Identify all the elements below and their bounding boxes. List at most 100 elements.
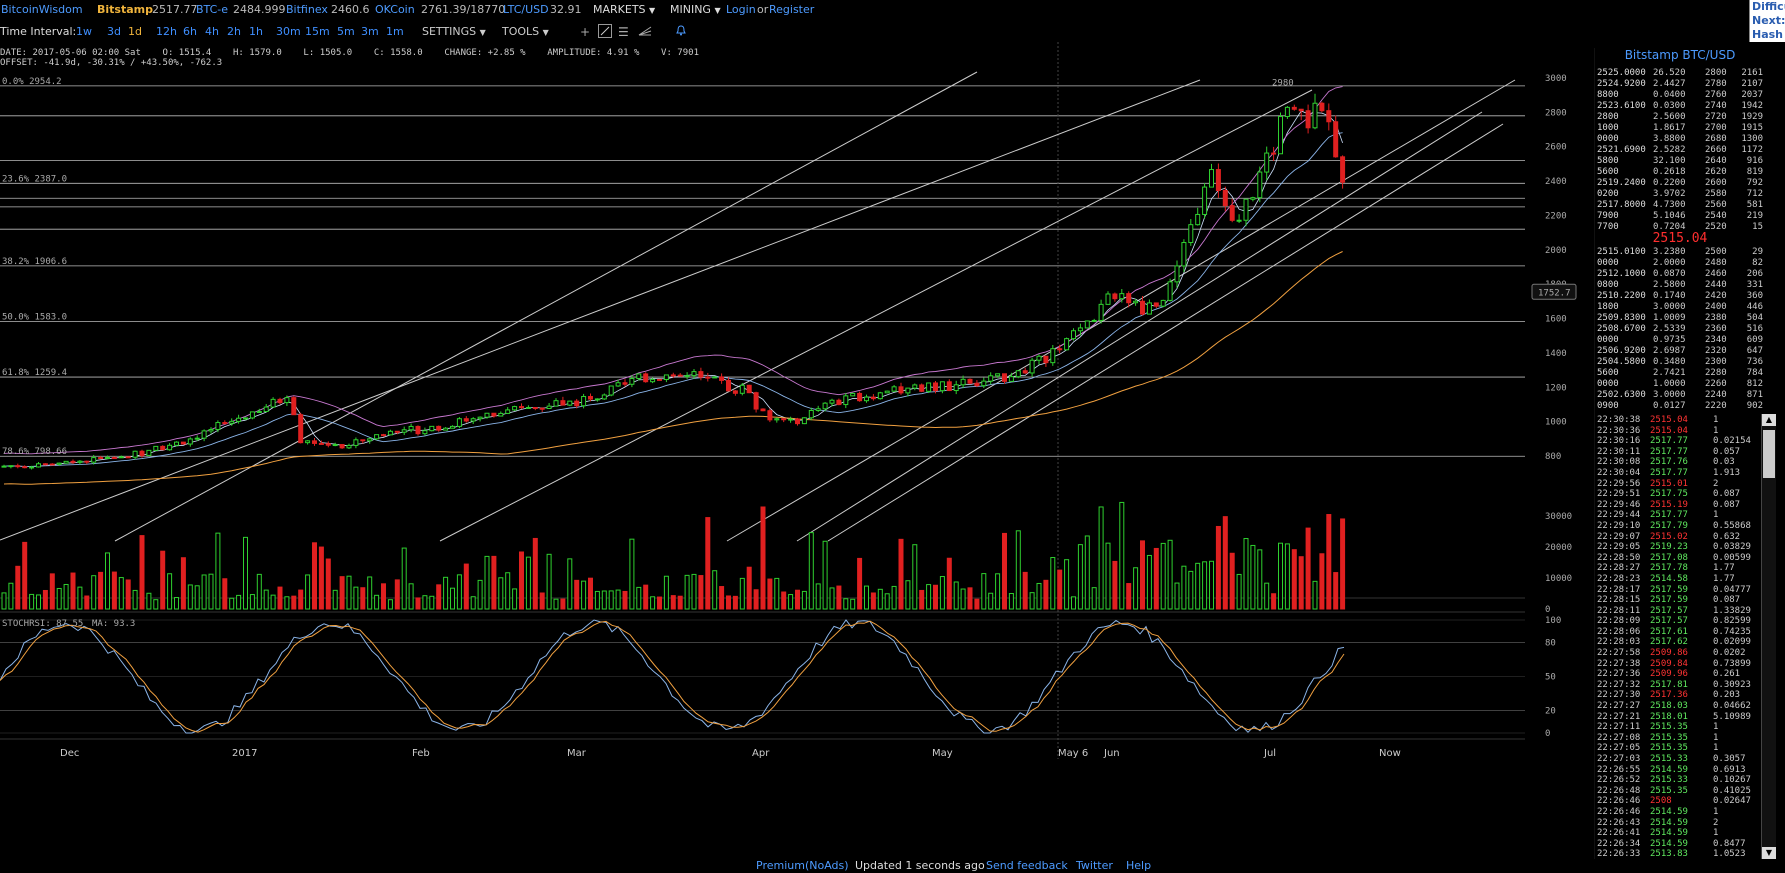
candle-body <box>484 412 490 418</box>
trade-cell: 2515.33 <box>1650 754 1688 764</box>
interval-1d[interactable]: 1d <box>128 25 142 38</box>
candle-info: DATE: 2017-05-06 02:00 Sat O: 1515.4 H: … <box>0 48 699 68</box>
volume-bar <box>650 596 656 610</box>
candle-body <box>1284 106 1290 118</box>
candle-body <box>470 418 476 422</box>
help-link[interactable]: Help <box>1126 859 1152 872</box>
trade-cell: 1.913 <box>1713 467 1741 478</box>
candle-body <box>63 460 69 464</box>
candle-body <box>291 397 297 416</box>
volume-bar <box>705 517 711 610</box>
trade-cell: 2509.84 <box>1650 658 1688 669</box>
candle-body <box>732 390 738 394</box>
candle-body <box>657 378 662 381</box>
volume-bar <box>63 583 69 610</box>
trade-row: 22:26:43 2514.59 2 <box>1595 818 1763 829</box>
site-logo[interactable]: BitcoinWisdom <box>1 3 83 16</box>
feedback-link[interactable]: Send feedback <box>986 859 1068 872</box>
interval-4h[interactable]: 4h <box>205 25 219 38</box>
volume-bar <box>1229 552 1235 610</box>
scroll-thumb[interactable] <box>1763 430 1775 478</box>
orderbook-cell: 5600 <box>1597 368 1619 378</box>
orderbook-cell: 0000 <box>1597 258 1619 268</box>
crosshair-icon[interactable]: + <box>580 25 591 39</box>
candle-body <box>636 373 642 379</box>
volume-bar <box>77 586 83 610</box>
volume-bar <box>243 536 248 610</box>
chevron-down-icon: ▼ <box>714 6 721 15</box>
volume-bar <box>1312 580 1318 610</box>
interval-12h[interactable]: 12h <box>156 25 177 38</box>
twitter-link[interactable]: Twitter <box>1076 859 1113 872</box>
candle-body <box>91 457 97 463</box>
candle-body <box>1098 303 1104 321</box>
volume-bar <box>270 594 276 610</box>
trade-cell: 2514.59 <box>1650 828 1688 839</box>
orderbook-cell: 3.2380 <box>1653 247 1686 257</box>
volume-bar <box>98 571 104 610</box>
exchange-btce[interactable]: BTC-e <box>196 3 229 16</box>
interval-3m[interactable]: 3m <box>361 25 379 38</box>
trade-cell: 2515.04 <box>1650 415 1688 425</box>
orderbook-cell: 2680 <box>1705 134 1727 144</box>
candle-body <box>167 444 173 451</box>
price-bitstamp: 2517.77 <box>152 3 198 16</box>
trade-cell: 22:27:30 <box>1597 690 1641 701</box>
scroll-up-icon[interactable]: ▲ <box>1762 414 1776 426</box>
interval-1w[interactable]: 1w <box>76 25 92 38</box>
login-link[interactable]: Login <box>726 3 756 16</box>
interval-6h[interactable]: 6h <box>183 25 197 38</box>
interval-2h[interactable]: 2h <box>227 25 241 38</box>
price-bitfinex: 2460.6 <box>331 3 370 16</box>
volume-bar <box>346 575 352 610</box>
trade-row: 22:26:46 2508 0.02647 <box>1595 796 1763 807</box>
interval-3d[interactable]: 3d <box>107 25 121 38</box>
hlines-icon[interactable]: ☰ <box>618 25 629 39</box>
alarm-bell-icon[interactable] <box>676 25 686 39</box>
trade-cell: 2517.77 <box>1650 446 1688 457</box>
trade-cell: 2517.75 <box>1650 489 1688 500</box>
mining-menu[interactable]: MINING ▼ <box>670 3 721 16</box>
interval-5m[interactable]: 5m <box>337 25 355 38</box>
orderbook-cell: 0200 <box>1597 189 1619 199</box>
candle-body <box>808 409 814 419</box>
trade-cell: 22:27:27 <box>1597 701 1641 712</box>
settings-menu[interactable]: SETTINGS ▼ <box>422 25 486 38</box>
candle-body <box>601 394 607 400</box>
interval-1h[interactable]: 1h <box>249 25 263 38</box>
candle-body <box>670 374 676 377</box>
tools-menu[interactable]: TOOLS ▼ <box>502 25 549 38</box>
trade-cell: 2515.04 <box>1650 425 1688 436</box>
interval-1m[interactable]: 1m <box>386 25 404 38</box>
trade-cell: 2514.59 <box>1650 817 1688 828</box>
line-tool-icon[interactable] <box>598 24 612 38</box>
price-chart[interactable]: 0.0% 2954.2 23.6% 2387.0 38.2% 1906.6 50.0%… <box>0 42 1595 859</box>
orderbook-cell: 4.7300 <box>1653 200 1686 210</box>
orderbook-cell: 2161 <box>1741 68 1763 78</box>
trade-history-scrollbar[interactable]: ▲ ▼ <box>1761 414 1776 859</box>
stoch-tick-label: 50 <box>1545 673 1556 683</box>
orderbook-cell: 2506.9200 <box>1597 346 1646 356</box>
candle-body <box>22 466 28 469</box>
exchange-bitfinex[interactable]: Bitfinex <box>286 3 328 16</box>
premium-link[interactable]: Premium(NoAds) <box>756 859 849 872</box>
interval-15m[interactable]: 15m <box>305 25 330 38</box>
interval-30m[interactable]: 30m <box>276 25 301 38</box>
fan-tool-icon[interactable] <box>638 26 652 39</box>
exchange-bitstamp[interactable]: Bitstamp <box>97 3 153 16</box>
volume-bar <box>339 576 345 610</box>
orderbook-cell: 2.4427 <box>1653 79 1686 89</box>
register-link[interactable]: Register <box>769 3 815 16</box>
date-label: May 6 <box>1058 748 1088 759</box>
orderbook-cell: 2740 <box>1705 101 1727 111</box>
candle-body <box>981 380 987 387</box>
orderbook-cell: 3.0000 <box>1653 302 1686 312</box>
trade-cell: 0.04662 <box>1713 701 1751 712</box>
markets-menu[interactable]: MARKETS ▼ <box>593 3 655 16</box>
volume-bar <box>263 589 269 610</box>
candle-body <box>1 465 7 468</box>
exchange-okcoin[interactable]: OKCoin <box>375 3 415 16</box>
exchange-ltcusd[interactable]: LTC/USD <box>503 3 549 16</box>
scroll-down-icon[interactable]: ▼ <box>1762 847 1776 859</box>
candle-body <box>532 406 538 409</box>
